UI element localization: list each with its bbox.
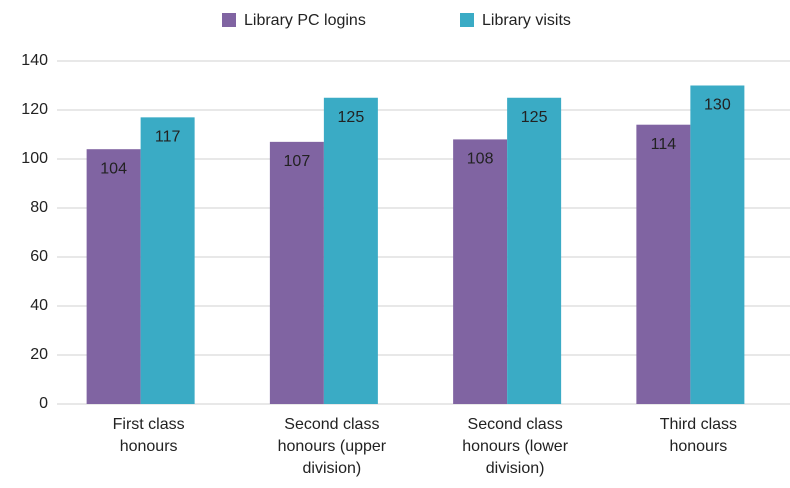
data-label: 130 bbox=[704, 97, 731, 114]
x-tick-label: First class honours bbox=[113, 416, 185, 455]
y-tick-label: 0 bbox=[39, 395, 48, 412]
y-tick-label: 80 bbox=[30, 199, 48, 216]
data-label: 125 bbox=[338, 109, 365, 126]
bar bbox=[453, 139, 508, 404]
y-tick-label: 60 bbox=[30, 248, 48, 265]
data-label: 108 bbox=[467, 151, 494, 168]
bar bbox=[269, 141, 324, 404]
x-tick-label: Third class honours bbox=[660, 416, 737, 455]
legend-swatch bbox=[460, 13, 474, 27]
data-label: 114 bbox=[651, 136, 677, 153]
bar bbox=[636, 124, 691, 404]
legend-swatch bbox=[222, 13, 236, 27]
y-tick-label: 140 bbox=[21, 52, 48, 69]
x-tick-label: Second class honours (lower division) bbox=[462, 416, 569, 477]
bar bbox=[323, 97, 378, 404]
legend-label: Library visits bbox=[482, 12, 571, 29]
data-label: 125 bbox=[521, 109, 548, 126]
y-tick-label: 120 bbox=[21, 101, 48, 118]
bar bbox=[140, 117, 195, 404]
data-label: 117 bbox=[155, 129, 181, 146]
y-tick-label: 40 bbox=[30, 297, 48, 314]
bar bbox=[507, 97, 562, 404]
bar bbox=[86, 149, 141, 404]
bar bbox=[690, 85, 745, 404]
data-label: 104 bbox=[100, 160, 127, 177]
y-tick-label: 100 bbox=[21, 150, 48, 167]
x-tick-label: Second class honours (upper division) bbox=[278, 416, 387, 477]
legend-label: Library PC logins bbox=[244, 12, 366, 29]
y-tick-label: 20 bbox=[30, 346, 48, 363]
data-label: 107 bbox=[284, 153, 311, 170]
